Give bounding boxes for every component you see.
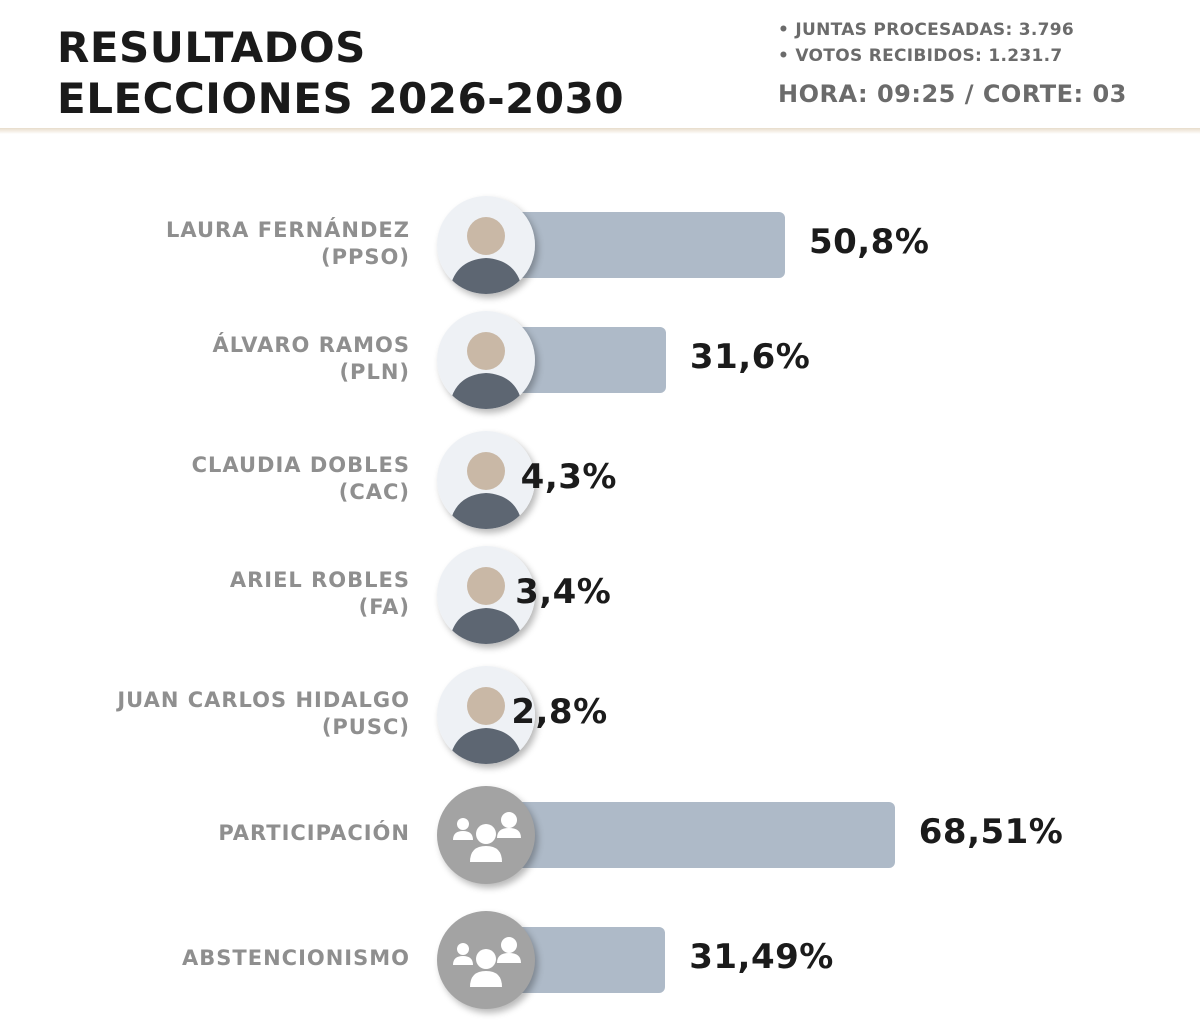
candidate-party: (PPSO) <box>321 245 410 269</box>
candidate-label: LAURA FERNÁNDEZ (PPSO) <box>166 217 410 271</box>
result-row: LAURA FERNÁNDEZ (PPSO) 50,8% <box>0 190 1200 300</box>
page-title-line1: RESULTADOS <box>57 23 366 72</box>
candidate-party: (PUSC) <box>321 715 410 739</box>
candidate-name: CLAUDIA DOBLES <box>191 453 410 477</box>
candidate-name: PARTICIPACIÓN <box>218 821 410 845</box>
result-percentage: 3,4% <box>515 572 612 612</box>
result-row: PARTICIPACIÓN 68,51% <box>0 780 1200 890</box>
candidate-label: JUAN CARLOS HIDALGO (PUSC) <box>117 687 410 741</box>
result-percentage: 50,8% <box>808 222 930 262</box>
result-row: ÁLVARO RAMOS (PLN) 31,6% <box>0 305 1200 415</box>
result-row: CLAUDIA DOBLES (CAC) 4,3% <box>0 425 1200 535</box>
candidate-label: ARIEL ROBLES (FA) <box>230 567 410 621</box>
candidate-party: (FA) <box>358 595 410 619</box>
result-row: ARIEL ROBLES (FA) 3,4% <box>0 540 1200 650</box>
candidate-party: (CAC) <box>338 480 410 504</box>
result-percentage: 4,3% <box>520 457 617 497</box>
candidate-label: CLAUDIA DOBLES (CAC) <box>192 452 410 506</box>
people-group-icon <box>437 911 535 1009</box>
result-row: ABSTENCIONISMO 31,49% <box>0 905 1200 1015</box>
result-percentage: 31,6% <box>689 337 811 377</box>
candidate-photo-icon <box>437 666 535 764</box>
candidate-name: JUAN CARLOS HIDALGO <box>117 688 410 712</box>
candidate-photo-icon <box>437 311 535 409</box>
candidate-name: ABSTENCIONISMO <box>182 946 410 970</box>
result-percentage: 31,49% <box>689 937 834 977</box>
candidate-name: ARIEL ROBLES <box>229 568 410 592</box>
result-row: JUAN CARLOS HIDALGO (PUSC) 2,8% <box>0 660 1200 770</box>
header-divider <box>0 128 1200 134</box>
candidate-label: ABSTENCIONISMO <box>182 945 410 972</box>
juntas-procesadas: • JUNTAS PROCESADAS: 3.796 <box>778 20 1075 40</box>
result-percentage: 2,8% <box>511 692 608 732</box>
result-bar <box>470 802 895 868</box>
hora-corte: HORA: 09:25 / CORTE: 03 <box>778 80 1127 108</box>
candidate-label: ÁLVARO RAMOS (PLN) <box>213 332 410 386</box>
candidate-name: ÁLVARO RAMOS <box>212 333 410 357</box>
result-percentage: 68,51% <box>918 812 1064 852</box>
candidate-photo-icon <box>437 196 535 294</box>
candidate-label: PARTICIPACIÓN <box>218 820 410 847</box>
candidate-photo-icon <box>437 546 535 644</box>
candidate-photo-icon <box>437 431 535 529</box>
votos-recibidos: • VOTOS RECIBIDOS: 1.231.7 <box>778 46 1063 66</box>
people-group-icon <box>437 786 535 884</box>
page-title-line2: ELECCIONES 2026-2030 <box>57 74 625 123</box>
candidate-name: LAURA FERNÁNDEZ <box>165 218 410 242</box>
candidate-party: (PLN) <box>339 360 410 384</box>
